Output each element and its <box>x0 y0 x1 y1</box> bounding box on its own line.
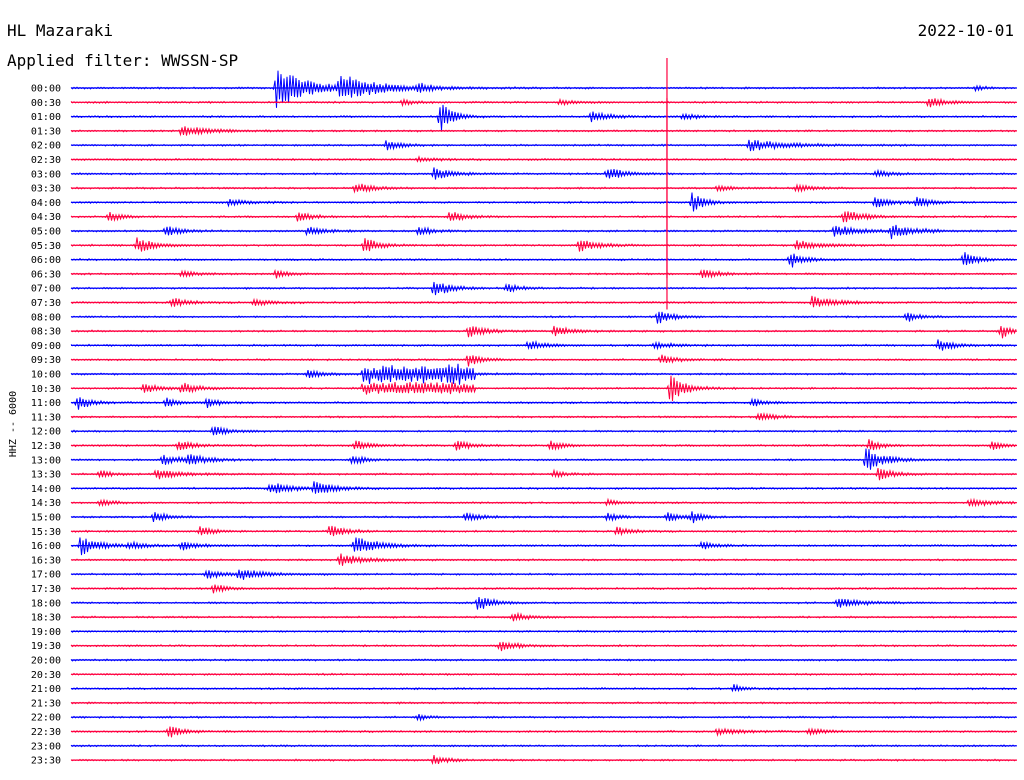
time-tick-1900: 19:00 <box>31 627 61 638</box>
trace-row-0800 <box>70 311 1017 324</box>
time-tick-0030: 00:30 <box>31 98 61 109</box>
time-tick-1000: 10:00 <box>31 370 61 381</box>
time-tick-0330: 03:30 <box>31 184 61 195</box>
time-tick-1530: 15:30 <box>31 527 61 538</box>
time-tick-2130: 21:30 <box>31 698 61 709</box>
trace-row-1100 <box>70 397 1017 410</box>
date-label: 2022-10-01 <box>917 21 1014 40</box>
time-tick-1100: 11:00 <box>31 398 61 409</box>
time-tick-0900: 09:00 <box>31 341 61 352</box>
trace-group <box>70 58 1017 765</box>
time-tick-1300: 13:00 <box>31 455 61 466</box>
trace-row-1600 <box>70 537 1017 556</box>
time-tick-1730: 17:30 <box>31 584 61 595</box>
time-tick-1430: 14:30 <box>31 498 61 509</box>
time-tick-1500: 15:00 <box>31 513 61 524</box>
time-tick-1830: 18:30 <box>31 613 61 624</box>
time-tick-0830: 08:30 <box>31 327 61 338</box>
time-tick-0230: 02:30 <box>31 155 61 166</box>
channel-label: HHZ -- 6000 <box>8 391 19 457</box>
trace-row-0930 <box>70 354 1017 367</box>
time-tick-2200: 22:00 <box>31 713 61 724</box>
trace-row-1400 <box>70 481 1017 494</box>
time-tick-0400: 04:00 <box>31 198 61 209</box>
time-tick-1200: 12:00 <box>31 427 61 438</box>
time-tick-2100: 21:00 <box>31 684 61 695</box>
time-tick-2230: 22:30 <box>31 727 61 738</box>
trace-row-1930 <box>70 641 1017 652</box>
time-tick-1700: 17:00 <box>31 570 61 581</box>
time-tick-0500: 05:00 <box>31 227 61 238</box>
time-tick-1630: 16:30 <box>31 555 61 566</box>
time-tick-1600: 16:00 <box>31 541 61 552</box>
trace-row-0830 <box>70 325 1017 339</box>
time-tick-2300: 23:00 <box>31 741 61 752</box>
time-tick-1400: 14:00 <box>31 484 61 495</box>
trace-row-0730 <box>70 295 1017 308</box>
trace-row-1230 <box>70 439 1017 451</box>
time-tick-0530: 05:30 <box>31 241 61 252</box>
time-tick-0800: 08:00 <box>31 312 61 323</box>
trace-row-0500 <box>70 224 1017 240</box>
station-title: HL Mazaraki <box>7 21 113 40</box>
time-tick-0730: 07:30 <box>31 298 61 309</box>
trace-row-0100 <box>70 104 1017 131</box>
trace-row-2000 <box>70 658 1017 662</box>
time-tick-0000: 00:00 <box>31 84 61 95</box>
filter-subtitle: Applied filter: WWSSN-SP <box>7 51 239 70</box>
time-tick-1130: 11:30 <box>31 412 61 423</box>
time-tick-0430: 04:30 <box>31 212 61 223</box>
time-tick-0300: 03:00 <box>31 169 61 180</box>
time-tick-1800: 18:00 <box>31 598 61 609</box>
time-tick-1330: 13:30 <box>31 470 61 481</box>
time-tick-1930: 19:30 <box>31 641 61 652</box>
time-tick-1230: 12:30 <box>31 441 61 452</box>
time-tick-0600: 06:00 <box>31 255 61 266</box>
trace-row-2100 <box>70 683 1017 693</box>
time-tick-2030: 20:30 <box>31 670 61 681</box>
time-tick-0130: 01:30 <box>31 126 61 137</box>
time-tick-labels: 00:00 00:30 01:00 01:30 02:00 02:30 03:00 03:30… <box>31 84 61 767</box>
trace-row-0530 <box>70 237 1017 252</box>
time-tick-0700: 07:00 <box>31 284 61 295</box>
trace-row-1300 <box>70 448 1017 470</box>
time-tick-2330: 23:30 <box>31 756 61 767</box>
time-tick-0630: 06:30 <box>31 269 61 280</box>
time-tick-2000: 20:00 <box>31 656 61 667</box>
time-tick-0930: 09:30 <box>31 355 61 366</box>
time-tick-0200: 02:00 <box>31 141 61 152</box>
time-tick-1030: 10:30 <box>31 384 61 395</box>
time-tick-0100: 01:00 <box>31 112 61 123</box>
